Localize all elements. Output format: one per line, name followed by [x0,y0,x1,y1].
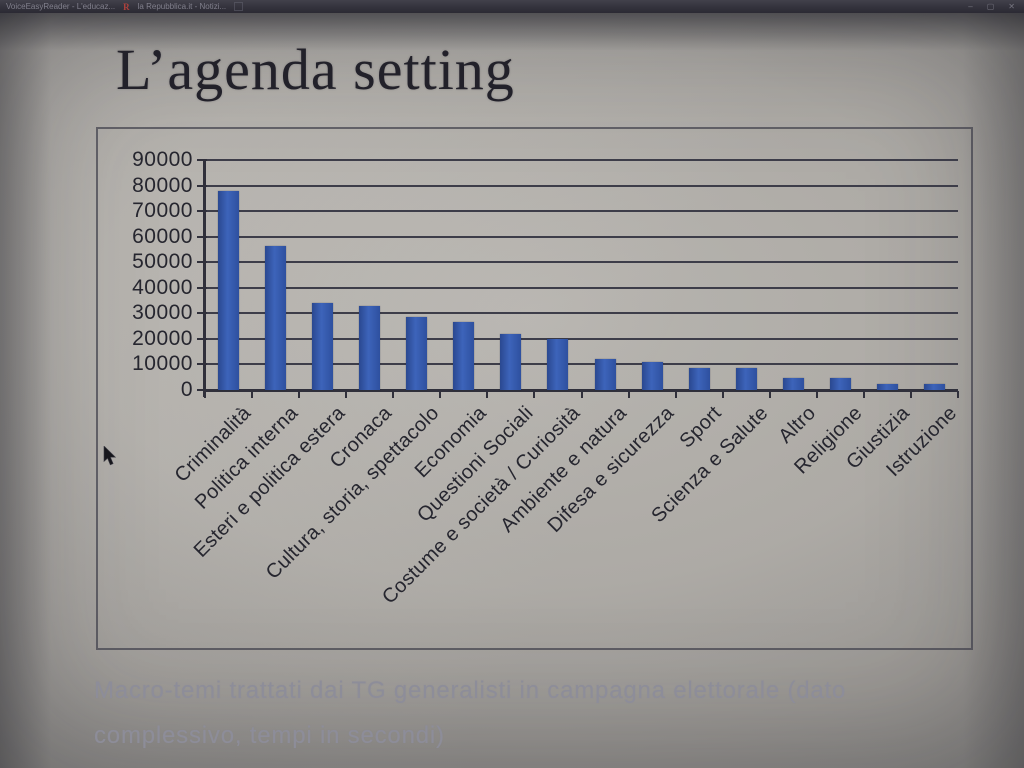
y-axis-label: 40000 [132,275,193,299]
bar-1 [265,245,287,390]
x-axis-tick [392,391,395,398]
gridline [205,337,958,340]
maximize-button[interactable]: ▢ [986,2,995,11]
gridline [205,159,958,161]
y-axis-label: 10000 [132,352,193,376]
plot-area: 90000 80000 70000 60000 50000 40000 30000 20000… [132,148,961,608]
y-axis-label: 80000 [132,173,193,197]
browser-tab-repubblica[interactable]: la Repubblica.it - Notizi... [137,2,227,11]
y-axis-tick [197,286,207,289]
x-axis-tick [674,391,677,398]
x-axis-tick [957,391,959,398]
bar-8 [594,359,616,390]
bar-2 [312,303,334,390]
bar-0 [218,190,240,390]
gridline [205,286,958,289]
x-axis-tick [204,391,206,398]
bar-12 [782,377,804,390]
repubblica-favicon-icon: R [123,1,130,12]
bar-10 [688,367,710,390]
x-axis-tick [580,391,583,398]
y-axis-tick [197,235,207,238]
bar-15 [923,383,945,390]
caption-line-2: complessivo, tempi in secondi) [94,722,445,749]
y-axis-label: 20000 [132,326,193,350]
browser-tab-voiceeasyreader[interactable]: VoiceEasyReader - L'educaz... [6,2,116,11]
chart-caption: Macro-temi trattati dai TG generalisti i… [94,668,984,758]
y-axis-tick [197,210,207,213]
x-axis-tick [815,391,818,398]
browser-tab-bar: VoiceEasyReader - L'educaz... R la Repub… [0,0,1024,13]
page-title: L’agenda setting [116,37,515,102]
bar-14 [876,384,898,390]
mouse-cursor-icon [103,446,117,466]
y-axis-tick [197,337,207,340]
x-axis-tick [721,391,724,398]
y-axis-tick [197,389,207,391]
gridline [205,210,958,213]
y-axis-tick [197,261,207,264]
y-axis-tick [197,184,207,187]
x-axis-tick [909,391,912,398]
y-axis-label: 90000 [132,148,193,171]
gridline [205,184,958,187]
y-axis-label: 50000 [132,250,193,274]
gridline [205,312,958,315]
chart: 90000 80000 70000 60000 50000 40000 30000 20000… [96,127,973,650]
x-axis-tick [533,391,536,398]
x-axis-tick [862,391,865,398]
x-axis-tick [251,391,254,398]
y-axis-label: 30000 [132,301,193,325]
gridline [205,389,958,392]
page-icon [234,2,244,11]
bar-11 [735,368,757,390]
bar-9 [641,362,663,390]
x-axis-tick [768,391,771,398]
bar-7 [547,338,569,390]
close-button[interactable]: ✕ [1008,2,1015,11]
y-axis-label: 70000 [132,199,193,223]
bar-3 [359,305,381,390]
x-axis-tick [439,391,442,398]
y-axis-line [203,160,206,397]
y-axis-label: 60000 [132,224,193,248]
gridline [205,261,958,264]
bar-5 [453,322,475,390]
x-axis-tick [345,391,348,398]
gridline [205,235,958,238]
x-axis-tick [486,391,489,398]
gridline [205,363,958,366]
bar-4 [406,317,428,390]
bar-6 [500,334,522,390]
x-axis-tick [298,391,301,398]
y-axis-tick [197,312,207,315]
bar-13 [829,378,851,390]
caption-line-1: Macro-temi trattati dai TG generalisti i… [94,677,847,704]
y-axis-tick [197,363,207,366]
y-axis-tick [197,159,207,161]
minimize-button[interactable]: – [968,2,973,11]
y-axis-label: 0 [180,378,193,401]
x-axis-tick [627,391,630,398]
